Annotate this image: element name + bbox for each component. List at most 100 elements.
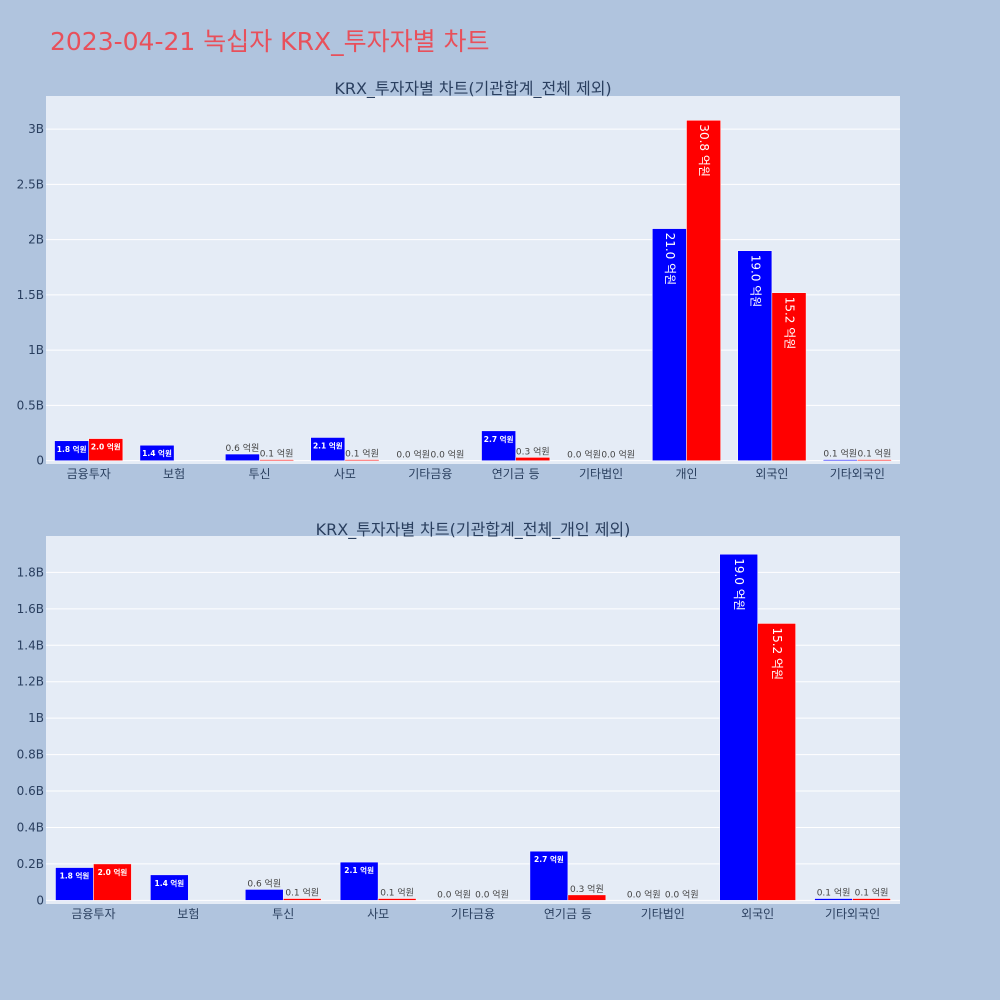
bar-1-1-7 [686,120,721,461]
ytick-label-2-7: 1.4B [17,638,44,652]
ytick-label-2-1: 0.2B [17,857,44,871]
data-label-1-1-6: 0.0 억원 [601,449,635,461]
data-label-2-1-7: 15.2 억원 [770,627,784,680]
ytick-label-1-5: 2.5B [17,177,44,191]
data-label-1-0-7: 21.0 억원 [663,233,677,286]
data-label-2-0-0: 1.8 억원 [60,871,90,881]
bar-2-1-8 [852,898,891,901]
data-label-1-0-6: 0.0 억원 [567,449,601,461]
data-label-2-0-5: 2.7 억원 [534,854,564,864]
bar-2-0-1 [150,874,189,901]
xtick-label-1-1: 보험 [163,467,185,481]
page-title: 2023-04-21 녹십자 KRX_투자자별 차트 [50,27,490,56]
bar-1-1-8 [771,292,807,461]
bar-2-0-3 [339,861,379,901]
xtick-label-2-5: 연기금 등 [544,907,592,921]
bar-2-0-0 [55,867,94,901]
data-label-2-1-6: 0.0 억원 [665,888,699,900]
bar-2-1-5 [567,894,607,901]
data-label-1-0-4: 0.0 억원 [396,449,430,461]
bar-1-0-8 [737,250,773,461]
xtick-label-2-1: 보험 [177,907,199,921]
data-label-2-1-4: 0.0 억원 [475,888,509,900]
data-label-2-0-2: 0.6 억원 [247,877,281,889]
ytick-label-1-0: 0 [36,454,44,468]
data-label-2-1-8: 0.1 억원 [855,887,889,899]
data-label-1-1-0: 2.0 억원 [91,442,121,452]
data-label-1-1-2: 0.1 억원 [260,448,294,460]
data-label-2-0-4: 0.0 억원 [437,888,471,900]
xtick-label-1-8: 외국인 [755,467,788,481]
xtick-label-2-4: 기타금융 [451,907,495,921]
data-label-1-1-3: 0.1 억원 [345,448,379,460]
bar-1-1-5 [515,457,551,461]
data-label-2-0-6: 0.0 억원 [627,888,661,900]
data-label-1-1-7: 30.8 억원 [697,124,711,177]
bar-1-0-9 [822,459,858,461]
xtick-label-1-9: 기타외국인 [830,467,885,481]
bar-2-0-5 [529,850,569,901]
data-label-1-0-1: 1.4 억원 [142,448,172,458]
data-label-1-1-5: 0.3 억원 [516,445,550,457]
data-label-1-1-8: 15.2 억원 [782,297,796,350]
bar-1-1-3 [344,459,380,461]
data-label-2-1-2: 0.1 억원 [285,887,319,899]
bar-2-0-2 [245,889,284,901]
ytick-label-2-0: 0 [36,893,44,907]
xtick-label-1-0: 금융투자 [67,467,111,481]
bar-1-1-2 [259,459,294,461]
chart-2-title: KRX_투자자별 차트(기관합계_전체_개인 제외) [316,520,631,540]
ytick-label-2-5: 1B [28,711,44,725]
bar-2-0-8 [814,898,853,901]
data-label-1-1-4: 0.0 억원 [431,449,465,461]
bar-1-0-2 [225,453,260,461]
bar-1-1-9 [857,459,892,461]
xtick-label-1-5: 연기금 등 [492,467,540,481]
data-label-2-1-3: 0.1 억원 [380,887,414,899]
ytick-label-1-4: 2B [28,233,44,247]
data-label-2-1-5: 0.3 억원 [570,883,604,895]
chart-1-title: KRX_투자자별 차트(기관합계_전체 제외) [334,79,611,99]
ytick-label-2-2: 0.4B [17,820,44,834]
data-label-1-0-9: 0.1 억원 [823,448,857,460]
bar-1-0-1 [139,444,175,461]
bar-1-0-3 [310,437,346,461]
data-label-2-0-8: 0.1 억원 [817,887,851,899]
bar-2-1-3 [377,898,417,901]
bar-1-0-5 [481,430,516,461]
data-label-1-0-3: 2.1 억원 [313,440,343,450]
data-label-2-0-7: 19.0 억원 [732,558,746,611]
bar-2-1-2 [282,898,322,901]
xtick-label-1-6: 기타법인 [579,467,623,481]
ytick-label-1-2: 1B [28,343,44,357]
data-label-1-0-2: 0.6 억원 [226,442,260,454]
xtick-label-1-3: 사모 [334,467,356,481]
bar-1-0-7 [652,228,687,461]
ytick-label-2-9: 1.8B [17,565,44,579]
ytick-label-1-6: 3B [28,122,44,136]
ytick-label-1-3: 1.5B [17,288,44,302]
xtick-label-2-3: 사모 [367,907,389,921]
xtick-label-2-0: 금융투자 [71,907,115,921]
ytick-label-2-3: 0.6B [17,784,44,798]
xtick-label-2-8: 기타외국인 [825,907,880,921]
xtick-label-1-2: 투신 [248,467,270,481]
ytick-label-2-6: 1.2B [17,675,44,689]
data-label-1-0-0: 1.8 억원 [57,444,87,454]
data-label-2-0-1: 1.4 억원 [155,878,185,888]
ytick-label-2-4: 0.8B [17,748,44,762]
xtick-label-2-2: 투신 [272,907,294,921]
data-label-2-0-3: 2.1 억원 [344,865,374,875]
bar-2-0-7 [719,553,758,901]
ytick-label-1-1: 0.5B [17,398,44,412]
data-label-1-0-5: 2.7 억원 [484,434,514,444]
xtick-label-2-6: 기타법인 [641,907,685,921]
xtick-label-2-7: 외국인 [741,907,774,921]
bar-2-1-7 [757,623,796,901]
xtick-label-1-4: 기타금융 [408,467,452,481]
data-label-1-1-9: 0.1 억원 [858,448,892,460]
xtick-label-1-7: 개인 [675,467,697,481]
bar-2-1-0 [93,863,132,901]
data-label-2-1-0: 2.0 억원 [98,867,128,877]
